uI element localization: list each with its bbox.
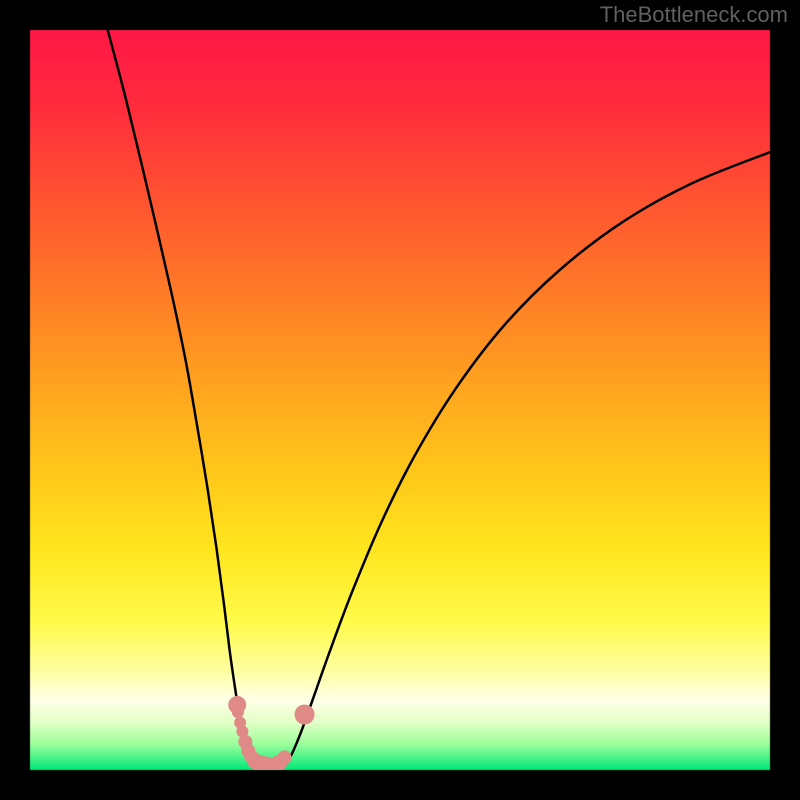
watermark-text: TheBottleneck.com [600, 2, 788, 28]
gradient-heatmap [0, 0, 800, 800]
chart-container: TheBottleneck.com [0, 0, 800, 800]
